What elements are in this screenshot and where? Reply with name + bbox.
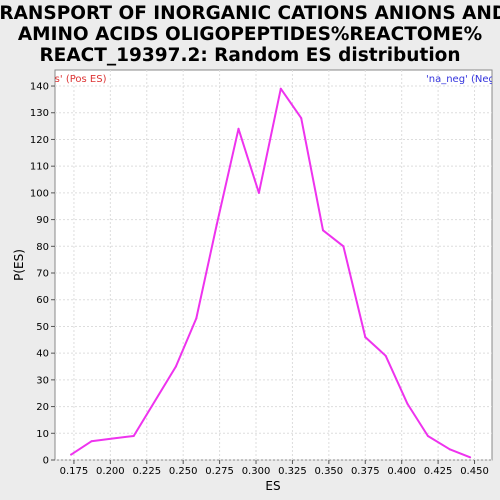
x-tick-label: 0.375 <box>351 466 380 477</box>
y-tick-label: 80 <box>36 242 49 253</box>
x-tick-label: 0.300 <box>242 466 271 477</box>
data-point <box>279 87 282 90</box>
y-tick-label: 120 <box>30 135 49 146</box>
legend-pos-es: 'na_pos' (Pos ES) <box>22 74 107 85</box>
y-tick-label: 20 <box>36 402 49 413</box>
data-point <box>70 453 73 456</box>
plot-area <box>54 69 493 461</box>
x-tick-label: 0.350 <box>315 466 344 477</box>
x-tick-label: 0.200 <box>96 466 125 477</box>
x-tick-label: 0.450 <box>460 466 489 477</box>
y-tick-label: 110 <box>30 162 49 173</box>
x-axis-label: ES <box>265 479 280 493</box>
data-point <box>448 448 451 451</box>
data-point <box>406 402 409 405</box>
x-tick-label: 0.325 <box>278 466 307 477</box>
title-line-2: AMINO ACIDS OLIGOPEPTIDES%REACTOME% <box>18 24 482 45</box>
data-point <box>342 245 345 248</box>
y-tick-label: 10 <box>36 429 49 440</box>
y-axis: 0 10 20 30 40 50 60 70 80 90 100 110 120 130 140 <box>30 82 55 467</box>
data-point <box>215 223 218 226</box>
y-tick-label: 90 <box>36 215 49 226</box>
x-tick-label: 0.275 <box>205 466 234 477</box>
x-tick-label: 0.175 <box>60 466 89 477</box>
y-tick-label: 0 <box>43 456 49 467</box>
y-tick-label: 30 <box>36 375 49 386</box>
data-point <box>110 437 113 440</box>
grid <box>55 70 492 461</box>
title-line-3: REACT_19397.2: Random ES distribution <box>39 45 460 66</box>
chart-title: TRANSPORT OF INORGANIC CATIONS ANIONS AN… <box>0 3 500 66</box>
legend-neg-es: 'na_neg' (Neg ES) <box>426 74 500 85</box>
y-axis-label: P(ES) <box>12 249 26 281</box>
legend: 'na_pos' (Pos ES) 'na_neg' (Neg ES) <box>22 74 500 85</box>
data-point <box>132 434 135 437</box>
x-tick-label: 0.225 <box>132 466 161 477</box>
x-axis: 0.175 0.200 0.225 0.250 0.275 0.300 0.325 0.350… <box>60 460 489 477</box>
y-tick-label: 140 <box>30 82 49 93</box>
y-tick-label: 100 <box>30 188 49 199</box>
data-point <box>384 354 387 357</box>
data-point <box>90 440 93 443</box>
series-layer <box>70 87 472 459</box>
x-tick-label: 0.400 <box>387 466 416 477</box>
y-tick-label: 130 <box>30 108 49 119</box>
x-tick-label: 0.250 <box>169 466 198 477</box>
x-tick-label: 0.425 <box>424 466 453 477</box>
data-point <box>426 434 429 437</box>
data-point <box>237 127 240 130</box>
data-point <box>300 117 303 120</box>
data-point <box>195 317 198 320</box>
y-tick-label: 50 <box>36 322 49 333</box>
y-tick-label: 40 <box>36 349 49 360</box>
y-tick-label: 70 <box>36 269 49 280</box>
data-point <box>174 365 177 368</box>
title-line-1: TRANSPORT OF INORGANIC CATIONS ANIONS AN… <box>0 3 500 24</box>
data-point <box>469 456 472 459</box>
y-tick-label: 60 <box>36 295 49 306</box>
data-point <box>257 191 260 194</box>
data-point <box>364 336 367 339</box>
data-point <box>322 229 325 232</box>
